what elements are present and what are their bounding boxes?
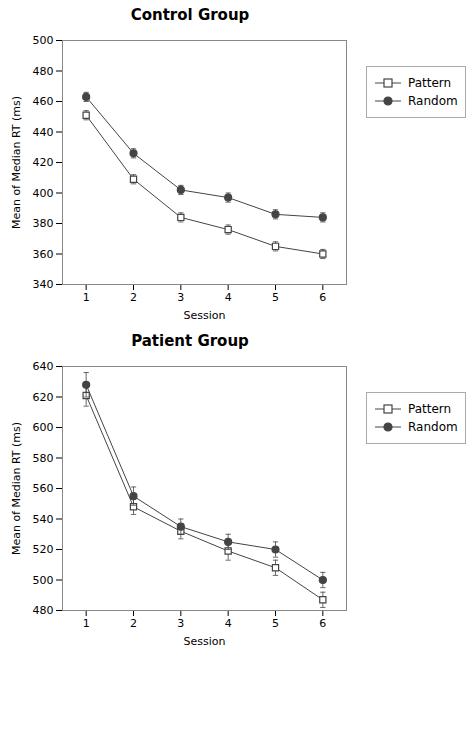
svg-text:340: 340 (33, 278, 54, 291)
svg-text:360: 360 (33, 248, 54, 261)
svg-text:Mean of Median RT (ms): Mean of Median RT (ms) (10, 422, 23, 555)
svg-text:620: 620 (33, 391, 54, 404)
svg-text:560: 560 (33, 482, 54, 495)
svg-text:420: 420 (33, 156, 54, 169)
svg-text:4: 4 (225, 617, 232, 630)
svg-text:Session: Session (184, 309, 226, 322)
svg-text:6: 6 (319, 291, 326, 304)
svg-text:640: 640 (33, 360, 54, 373)
svg-text:2: 2 (130, 617, 137, 630)
html-text:Random: Random (408, 94, 458, 108)
html-text:Control Group: Control Group (130, 6, 250, 24)
svg-text:500: 500 (33, 574, 54, 587)
svg-text:440: 440 (33, 126, 54, 139)
svg-text:4: 4 (225, 291, 232, 304)
svg-text:3: 3 (177, 291, 184, 304)
html-text:Random: Random (408, 420, 458, 434)
svg-text:Mean of Median RT (ms): Mean of Median RT (ms) (10, 96, 23, 229)
svg-text:1: 1 (83, 617, 90, 630)
svg-text:580: 580 (33, 452, 54, 465)
svg-text:480: 480 (33, 604, 54, 617)
svg-text:380: 380 (33, 217, 54, 230)
svg-text:400: 400 (33, 187, 54, 200)
svg-text:1: 1 (83, 291, 90, 304)
svg-text:500: 500 (33, 34, 54, 47)
svg-text:Session: Session (184, 635, 226, 648)
svg-text:460: 460 (33, 95, 54, 108)
html-text:Patient Group: Patient Group (131, 332, 249, 350)
svg-text:480: 480 (33, 65, 54, 78)
svg-text:520: 520 (33, 543, 54, 556)
svg-text:540: 540 (33, 513, 54, 526)
html-text:Pattern: Pattern (408, 402, 452, 416)
html-text:Pattern: Pattern (408, 76, 452, 90)
svg-text:5: 5 (272, 291, 279, 304)
svg-text:6: 6 (319, 617, 326, 630)
svg-text:2: 2 (130, 291, 137, 304)
svg-text:5: 5 (272, 617, 279, 630)
svg-text:3: 3 (177, 617, 184, 630)
svg-text:600: 600 (33, 421, 54, 434)
